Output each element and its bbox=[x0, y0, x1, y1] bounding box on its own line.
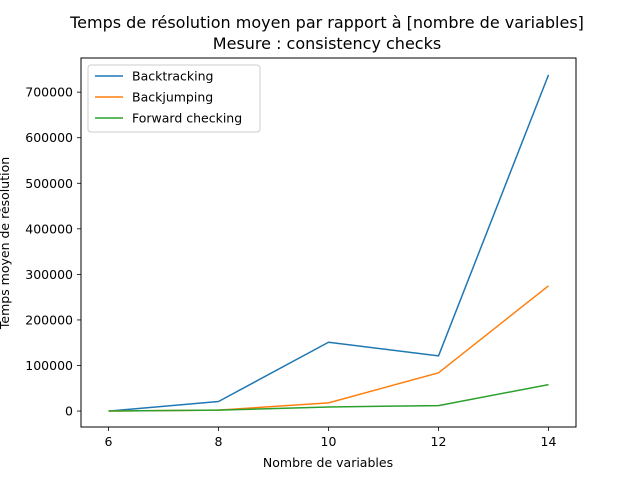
y-tick-label: 200000 bbox=[25, 312, 73, 327]
y-tick-label: 600000 bbox=[25, 130, 73, 145]
x-tick-label: 6 bbox=[105, 434, 113, 449]
legend-label-backtracking: Backtracking bbox=[132, 69, 214, 84]
x-tick-label: 14 bbox=[541, 434, 557, 449]
y-tick-label: 300000 bbox=[25, 267, 73, 282]
x-tick-label: 10 bbox=[321, 434, 337, 449]
legend-label-backjumping: Backjumping bbox=[132, 90, 213, 105]
legend-box bbox=[87, 64, 261, 133]
y-axis-label: Temps moyen de résolution bbox=[0, 157, 12, 330]
x-tick-label: 8 bbox=[215, 434, 223, 449]
chart-title: Temps de résolution moyen par rapport à … bbox=[69, 13, 584, 32]
series-line-backjumping bbox=[108, 285, 549, 412]
y-tick-label: 0 bbox=[65, 404, 73, 419]
y-tick-label: 500000 bbox=[25, 176, 73, 191]
legend: Backtracking Backjumping Forward checkin… bbox=[87, 64, 261, 133]
x-tick-label: 12 bbox=[431, 434, 447, 449]
y-tick-label: 100000 bbox=[25, 358, 73, 373]
series-line-backtracking bbox=[108, 74, 550, 412]
chart-subtitle: Mesure : consistency checks bbox=[213, 34, 441, 53]
legend-label-forward-checking: Forward checking bbox=[132, 111, 242, 126]
x-axis: 6 8 10 12 14 bbox=[105, 427, 557, 449]
series-layer bbox=[108, 74, 550, 412]
x-axis-label: Nombre de variables bbox=[263, 455, 393, 470]
series-line-forward-checking bbox=[108, 383, 549, 412]
y-tick-label: 700000 bbox=[25, 85, 73, 100]
y-axis: 0 100000 200000 300000 400000 500000 600000 700… bbox=[25, 85, 81, 419]
y-tick-label: 400000 bbox=[25, 221, 73, 236]
